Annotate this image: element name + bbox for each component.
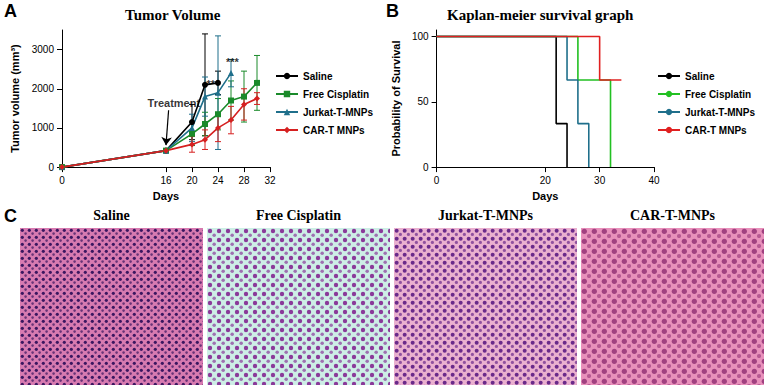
- html-text:CAR-T-MNPs: CAR-T-MNPs: [630, 208, 715, 223]
- html-text:Saline: Saline: [93, 208, 130, 223]
- svg-text:28: 28: [238, 175, 250, 186]
- svg-text:Free Cisplatin: Free Cisplatin: [685, 89, 751, 100]
- svg-text:A: A: [4, 1, 17, 21]
- svg-text:0: 0: [59, 175, 65, 186]
- svg-text:Jurkat-T-MNPs: Jurkat-T-MNPs: [685, 107, 755, 118]
- svg-text:0: 0: [423, 162, 429, 173]
- svg-text:Kaplan-meier survival graph: Kaplan-meier survival graph: [447, 7, 634, 23]
- svg-text:Jurkat-T-MNPs: Jurkat-T-MNPs: [303, 107, 373, 118]
- svg-text:50: 50: [417, 96, 429, 107]
- svg-text:1000: 1000: [32, 122, 55, 133]
- svg-text:16: 16: [160, 175, 172, 186]
- svg-text:CAR-T MNPs: CAR-T MNPs: [685, 125, 747, 136]
- svg-text:Days: Days: [153, 190, 179, 202]
- html-text:C: C: [4, 206, 17, 226]
- svg-text:0: 0: [434, 175, 440, 186]
- svg-text:B: B: [386, 1, 399, 21]
- svg-text:Free Cisplatin: Free Cisplatin: [303, 89, 369, 100]
- html-text:Jurkat-T-MNPs: Jurkat-T-MNPs: [437, 208, 534, 223]
- svg-text:***: ***: [206, 78, 220, 90]
- svg-text:Tumor Volume: Tumor Volume: [125, 7, 221, 23]
- svg-text:Saline: Saline: [303, 71, 333, 82]
- svg-text:3000: 3000: [32, 44, 55, 55]
- svg-text:0: 0: [48, 162, 54, 173]
- svg-text:32: 32: [264, 175, 276, 186]
- svg-text:2000: 2000: [32, 83, 55, 94]
- svg-text:100: 100: [412, 31, 429, 42]
- svg-text:CAR-T MNPs: CAR-T MNPs: [303, 125, 365, 136]
- svg-text:Probability of Survival: Probability of Survival: [390, 40, 402, 156]
- svg-text:Days: Days: [532, 190, 558, 202]
- svg-text:40: 40: [648, 175, 660, 186]
- svg-text:30: 30: [594, 175, 606, 186]
- svg-text:Tumor volume (mm³): Tumor volume (mm³): [9, 44, 21, 153]
- svg-text:***: ***: [226, 56, 240, 68]
- svg-text:Treatment: Treatment: [148, 97, 201, 109]
- svg-text:Saline: Saline: [685, 71, 715, 82]
- svg-text:24: 24: [212, 175, 224, 186]
- html-text:Free Cisplatin: Free Cisplatin: [256, 208, 341, 223]
- svg-text:20: 20: [540, 175, 552, 186]
- svg-text:20: 20: [186, 175, 198, 186]
